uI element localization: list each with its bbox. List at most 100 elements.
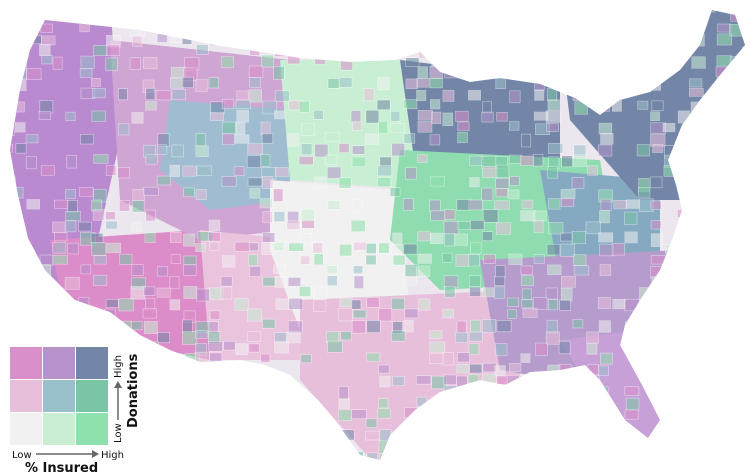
county-tile [522, 307, 538, 318]
county-tile [597, 297, 611, 309]
county-tile [155, 90, 172, 101]
county-tile [131, 112, 144, 124]
county-tile [208, 219, 221, 232]
county-tile [470, 395, 482, 409]
county-tile [90, 232, 104, 244]
county-tile [14, 243, 25, 253]
county-tile [665, 318, 680, 329]
county-tile [52, 56, 63, 70]
county-tile [716, 409, 729, 422]
county-tile [702, 219, 714, 232]
county-tile [417, 121, 433, 133]
county-tile [482, 101, 492, 114]
county-tile [41, 35, 56, 46]
county-tile [262, 211, 273, 223]
county-tile [416, 90, 427, 101]
county-tile [586, 464, 598, 476]
county-tile [274, 332, 288, 343]
county-tile [142, 407, 153, 418]
county-tile [560, 288, 573, 302]
county-tile [221, 56, 234, 68]
county-tile [28, 287, 43, 299]
county-tile [261, 242, 276, 255]
y-axis-low-label: Low [113, 423, 124, 443]
county-tile [236, 34, 248, 46]
county-tile [273, 242, 285, 251]
county-tile [482, 440, 493, 451]
county-tile [157, 133, 170, 147]
county-tile [26, 310, 40, 324]
county-tile [429, 352, 444, 365]
county-tile [195, 79, 208, 92]
county-tile [416, 453, 429, 460]
county-tile [717, 441, 732, 452]
county-tile [223, 418, 235, 430]
county-tile [457, 131, 468, 144]
county-tile [273, 188, 284, 202]
county-tile [442, 308, 455, 319]
county-tile [690, 21, 704, 34]
county-tile [156, 175, 171, 186]
county-tile [220, 276, 233, 287]
county-tile [497, 465, 511, 474]
county-tile [468, 199, 483, 211]
county-tile [366, 320, 381, 334]
county-tile [691, 431, 706, 445]
county-tile [716, 77, 731, 89]
county-tile [275, 298, 291, 310]
county-tile [624, 211, 638, 225]
county-tile [287, 320, 303, 334]
county-tile [10, 110, 11, 121]
county-tile [143, 396, 156, 408]
county-tile [247, 12, 264, 24]
county-tile [509, 420, 525, 433]
county-tile [145, 297, 156, 311]
county-tile [209, 385, 223, 399]
county-tile [509, 90, 521, 104]
county-tile [716, 330, 728, 343]
county-tile [234, 241, 250, 252]
county-tile [677, 23, 688, 34]
county-tile [457, 121, 470, 131]
county-tile [690, 122, 705, 134]
county-tile [365, 243, 377, 255]
county-tile [156, 10, 168, 13]
county-tile [351, 156, 367, 168]
county-tile [456, 375, 468, 388]
county-tile [599, 68, 610, 78]
county-tile [743, 10, 745, 15]
county-tile [351, 320, 366, 334]
county-tile [339, 298, 353, 308]
county-tile [703, 10, 716, 13]
county-tile [181, 376, 195, 390]
county-tile [704, 363, 715, 375]
county-tile [287, 55, 301, 65]
county-tile [131, 264, 144, 276]
county-tile [636, 144, 650, 157]
county-tile [455, 110, 469, 122]
county-tile [10, 24, 16, 36]
county-tile [689, 166, 701, 180]
county-tile [495, 265, 506, 278]
county-tile [649, 44, 665, 56]
y-axis-title: Donations [126, 353, 141, 428]
county-tile [235, 99, 251, 109]
legend-cell [76, 380, 108, 412]
county-tile [65, 111, 76, 121]
county-tile [143, 364, 155, 378]
county-tile [430, 396, 443, 406]
county-tile [326, 331, 340, 343]
county-tile [597, 365, 610, 376]
county-tile [105, 165, 117, 176]
county-tile [221, 462, 234, 473]
county-tile [195, 145, 209, 158]
county-tile [131, 200, 145, 213]
county-tile [299, 396, 310, 409]
county-tile [105, 220, 118, 230]
county-tile [457, 10, 469, 12]
county-tile [144, 321, 158, 334]
county-tile [430, 99, 441, 110]
county-tile [247, 465, 257, 476]
county-tile [249, 265, 262, 277]
county-tile [494, 343, 508, 356]
